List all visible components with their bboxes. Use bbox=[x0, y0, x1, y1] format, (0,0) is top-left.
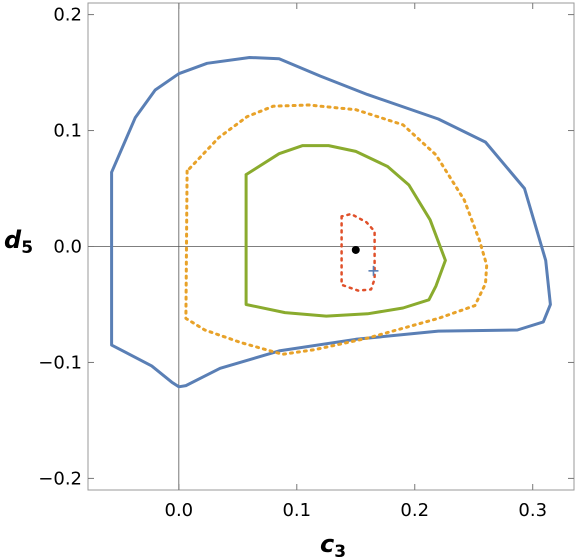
x-tick-label: 0.2 bbox=[400, 500, 429, 521]
y-axis-label-subscript: 5 bbox=[21, 238, 33, 258]
x-tick-label: 0.3 bbox=[518, 500, 547, 521]
contour-line-3 bbox=[244, 144, 447, 318]
plus-marker bbox=[368, 265, 379, 276]
y-tick-label: −0.2 bbox=[38, 468, 82, 489]
contour-line-4 bbox=[340, 212, 376, 292]
point-markers bbox=[351, 245, 379, 276]
y-axis-label: d5 bbox=[4, 226, 33, 258]
x-tick-labels: 0.0 0.1 0.2 0.3 bbox=[165, 500, 548, 521]
y-tick-label: 0.1 bbox=[53, 121, 82, 142]
axis-ticks bbox=[88, 3, 574, 490]
x-tick-label: 0.1 bbox=[282, 500, 311, 521]
x-tick-label: 0.0 bbox=[165, 500, 194, 521]
y-tick-labels: −0.2 −0.1 0.0 0.1 0.2 bbox=[38, 5, 82, 490]
contour-line-2 bbox=[184, 103, 489, 356]
y-tick-label: −0.1 bbox=[38, 352, 82, 373]
contour-series bbox=[110, 56, 552, 389]
x-axis-label-subscript: 3 bbox=[334, 542, 346, 557]
y-tick-label: 0.2 bbox=[53, 5, 82, 26]
x-axis-label: c3 bbox=[320, 530, 346, 557]
contour-line-1 bbox=[110, 56, 552, 389]
y-axis-label-base: d bbox=[4, 226, 22, 254]
central-point-marker bbox=[351, 245, 360, 254]
y-tick-label: 0.0 bbox=[53, 237, 82, 258]
x-axis-label-base: c bbox=[320, 530, 334, 557]
